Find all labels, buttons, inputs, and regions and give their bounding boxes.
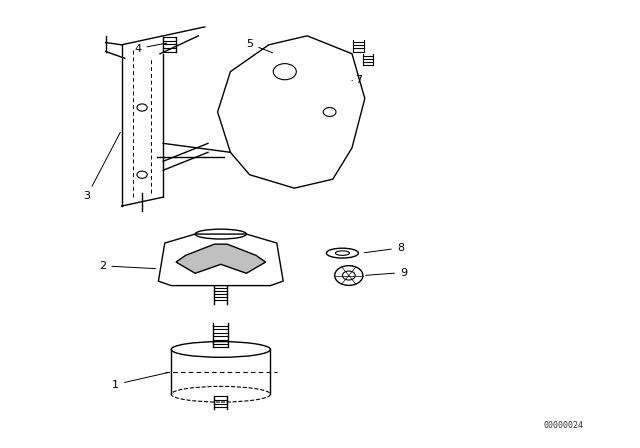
Text: 2: 2 bbox=[99, 261, 156, 271]
Text: 3: 3 bbox=[83, 132, 120, 201]
Text: 00000024: 00000024 bbox=[543, 421, 583, 430]
Text: 5: 5 bbox=[246, 39, 273, 53]
Text: 8: 8 bbox=[364, 243, 404, 253]
Text: 7: 7 bbox=[352, 75, 362, 85]
Polygon shape bbox=[176, 244, 266, 273]
Text: 9: 9 bbox=[365, 267, 407, 277]
Text: 4: 4 bbox=[134, 43, 167, 53]
Text: 1: 1 bbox=[112, 372, 168, 389]
